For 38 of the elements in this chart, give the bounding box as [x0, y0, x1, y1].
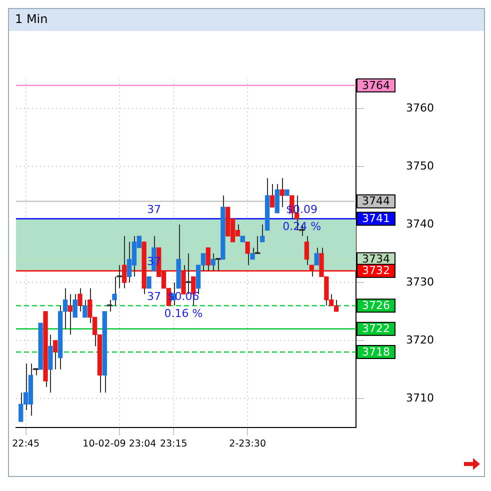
x-tick-label: 22:45 [12, 438, 40, 450]
chart-title: 1 Min [9, 9, 484, 31]
ref-line-label: 3741 [362, 212, 390, 226]
y-tick-label: 3760 [406, 101, 434, 114]
y-tick-label: 3740 [406, 217, 434, 230]
ref-line-label: 3732 [362, 264, 390, 278]
x-tick-label: 10-02-09 23:04 [82, 438, 156, 450]
candlestick [245, 241, 250, 266]
candlestick [260, 224, 265, 242]
x-tick-label: 2-23:30 [229, 438, 266, 450]
ref-line-label: 3726 [362, 299, 390, 312]
annotation: 37 [146, 203, 161, 216]
candlestick [68, 294, 72, 336]
ref-line-label: 3744 [362, 194, 390, 208]
y-tick-label: 3720 [406, 333, 434, 346]
x-tick-label: 23:15 [160, 438, 188, 450]
ref-line-label: 3718 [362, 345, 390, 358]
candlestick [314, 247, 319, 266]
y-tick-label: 3750 [406, 159, 434, 172]
y-tick-label: 3730 [406, 275, 434, 288]
ref-line-label: 3764 [362, 78, 390, 92]
ref-line-label: 3734 [362, 252, 390, 266]
candlestick [304, 236, 310, 266]
candlestick [48, 334, 53, 394]
annotation: 37 [146, 255, 161, 268]
candlestick [309, 264, 314, 278]
candlestick [280, 178, 284, 208]
candlestick [146, 276, 152, 289]
candlestick [270, 183, 275, 208]
candlestick [53, 340, 58, 370]
candlestick [78, 288, 82, 312]
annotation: 0.16 % [164, 307, 203, 320]
y-tick-label: 3710 [406, 391, 434, 404]
candlestick [274, 183, 280, 214]
candlestick [72, 294, 78, 318]
candlestick [206, 247, 210, 272]
annotation: 37 [146, 290, 161, 304]
ref-line-label: 3722 [362, 322, 390, 336]
